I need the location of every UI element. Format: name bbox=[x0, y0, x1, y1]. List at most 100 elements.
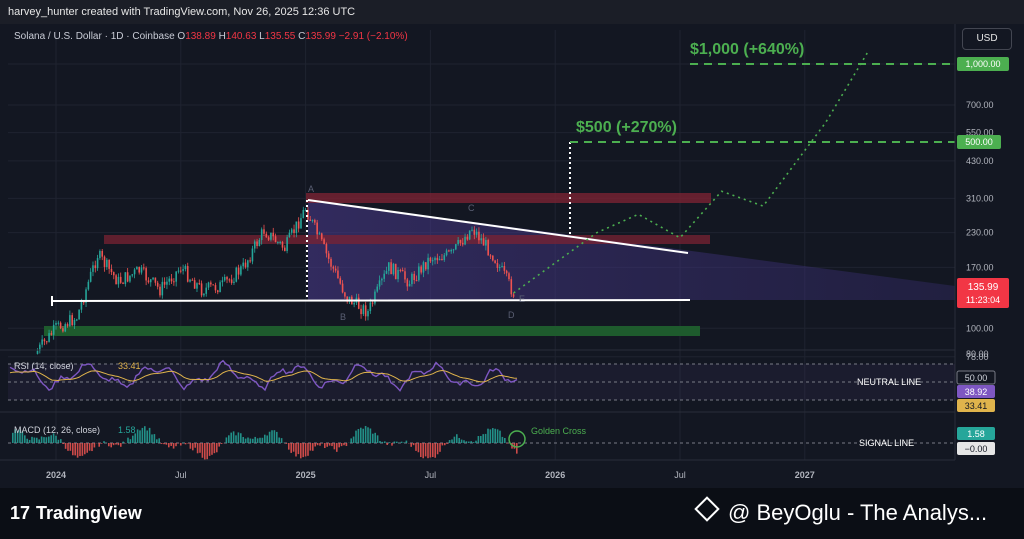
candle-body bbox=[230, 279, 233, 283]
price-chart[interactable]: $500 (+270%) $1,000 (+640%) A B C D E RS… bbox=[0, 0, 1024, 488]
macd-bar bbox=[420, 443, 422, 458]
candle-body bbox=[175, 271, 177, 282]
time-axis[interactable]: 2024 Jul 2025 Jul 2026 Jul 2027 bbox=[46, 470, 815, 480]
candle-body bbox=[260, 229, 263, 241]
macd-bar bbox=[148, 427, 151, 443]
golden-cross-label: Golden Cross bbox=[531, 426, 587, 436]
candle-body bbox=[452, 249, 455, 251]
candle-body bbox=[247, 260, 249, 268]
macd-bar bbox=[465, 441, 468, 443]
candle-body bbox=[357, 297, 360, 309]
macd-bar bbox=[14, 429, 16, 443]
rsi-badge-50 bbox=[956, 370, 996, 385]
currency-button[interactable]: USD bbox=[962, 28, 1012, 50]
macd-bar bbox=[391, 443, 393, 446]
macd-bar bbox=[475, 440, 477, 443]
price-tick-label: 430.00 bbox=[966, 156, 994, 166]
macd-bar bbox=[259, 437, 261, 443]
macd-bar bbox=[256, 438, 259, 443]
candle-body bbox=[69, 315, 71, 327]
candle-body bbox=[411, 273, 413, 285]
candle-body bbox=[136, 266, 138, 270]
candle-body bbox=[487, 240, 489, 256]
macd-bar bbox=[132, 435, 134, 443]
candle-body bbox=[249, 260, 251, 262]
candle-body bbox=[480, 238, 483, 241]
macd-bar bbox=[331, 443, 333, 447]
macd-bar bbox=[492, 428, 494, 443]
binance-diamond-icon bbox=[694, 496, 720, 522]
tradingview-logo[interactable]: 17 TradingView bbox=[10, 503, 142, 524]
candle-body bbox=[244, 262, 247, 268]
candle-body bbox=[388, 262, 390, 271]
candle-body bbox=[152, 277, 154, 280]
ohlc-open-label: O bbox=[177, 31, 186, 42]
macd-bar bbox=[300, 443, 302, 459]
macd-bar bbox=[57, 439, 60, 443]
candle-body bbox=[436, 257, 439, 261]
macd-bar bbox=[136, 429, 139, 443]
macd-bar bbox=[36, 437, 38, 443]
candle-body bbox=[367, 311, 369, 317]
macd-bar bbox=[139, 430, 141, 443]
candle-body bbox=[489, 255, 492, 257]
candle-body bbox=[50, 333, 53, 335]
candle-body bbox=[223, 277, 226, 281]
macd-bar bbox=[487, 428, 489, 443]
candle-body bbox=[369, 302, 372, 312]
badge-500 bbox=[957, 135, 1001, 149]
candle-body bbox=[55, 322, 57, 325]
candle-body bbox=[381, 278, 383, 281]
macd-bar bbox=[386, 443, 388, 445]
candle-body bbox=[80, 302, 83, 310]
ohlc-high: 140.63 bbox=[225, 31, 257, 42]
macd-bar bbox=[273, 430, 276, 443]
candle-body bbox=[115, 275, 117, 285]
candle-body bbox=[427, 257, 429, 270]
candle-body bbox=[457, 240, 459, 245]
candle-body bbox=[189, 279, 191, 282]
macd-bar bbox=[285, 443, 288, 444]
candle-body bbox=[441, 258, 443, 260]
candle-body bbox=[133, 269, 136, 275]
macd-bar bbox=[91, 443, 93, 452]
candle-body bbox=[348, 296, 351, 302]
candle-body bbox=[64, 324, 67, 332]
macd-bar bbox=[290, 443, 292, 453]
candle-body bbox=[503, 266, 506, 271]
time-tick-label: Jul bbox=[425, 470, 437, 480]
macd-bar bbox=[40, 436, 43, 443]
price-change: −2.91 (−2.10%) bbox=[338, 31, 408, 42]
candle-body bbox=[226, 277, 228, 280]
candle-body bbox=[512, 294, 515, 297]
macd-bar bbox=[110, 443, 112, 448]
middle-resistance-zone bbox=[104, 235, 710, 244]
candle-body bbox=[198, 283, 201, 285]
macd-bar bbox=[456, 434, 458, 443]
macd-bar bbox=[297, 443, 300, 455]
candle-body bbox=[415, 280, 418, 282]
candle-body bbox=[443, 255, 446, 260]
macd-bar bbox=[220, 443, 223, 444]
candle-body bbox=[401, 270, 404, 272]
candle-body bbox=[316, 222, 318, 235]
macd-bar bbox=[333, 443, 336, 450]
macd-bar bbox=[225, 437, 228, 443]
candle-body bbox=[288, 232, 291, 238]
price-axis[interactable]: 1,000.00 700.00 550.00 430.00 310.00 230.00 17… bbox=[966, 59, 1001, 362]
price-tick-label: 310.00 bbox=[966, 193, 994, 203]
resistance-trendline bbox=[307, 199, 689, 254]
candle-body bbox=[461, 242, 464, 245]
candle-body bbox=[193, 280, 196, 289]
macd-bar bbox=[208, 443, 211, 456]
macd-bar bbox=[314, 443, 316, 447]
candle-body bbox=[339, 278, 342, 284]
candle-body bbox=[314, 220, 316, 223]
candle-body bbox=[498, 267, 501, 269]
macd-bar bbox=[189, 443, 192, 449]
macd-bar bbox=[237, 432, 240, 443]
candle-body bbox=[408, 284, 411, 287]
macd-bar bbox=[172, 443, 175, 449]
candle-body bbox=[124, 272, 127, 284]
macd-bar bbox=[151, 434, 153, 443]
